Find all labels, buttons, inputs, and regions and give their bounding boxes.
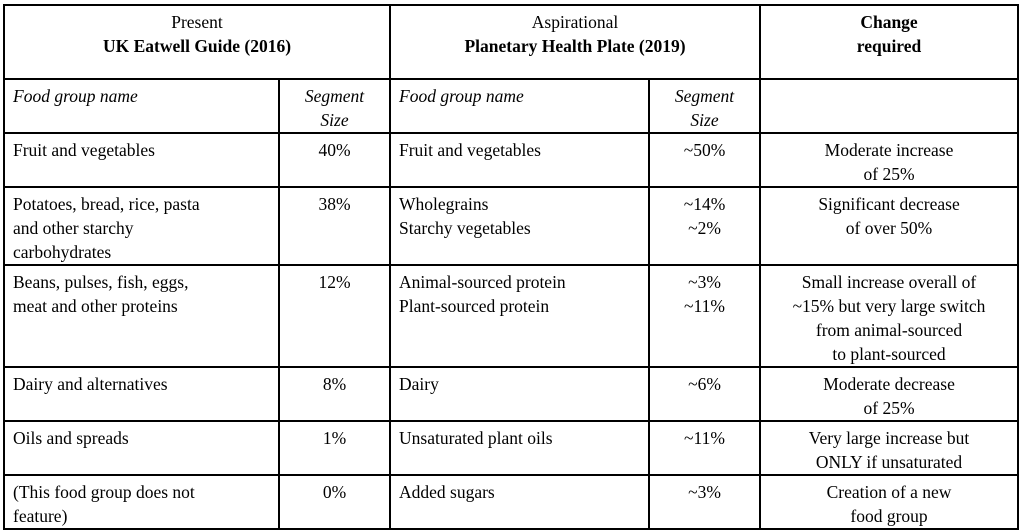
- cell-line: meat and other proteins: [13, 296, 178, 316]
- cell-line: ~3%: [688, 482, 721, 502]
- cell-line: ~6%: [688, 374, 721, 394]
- present-food-group-cell: (This food group does not feature): [3, 474, 280, 530]
- aspirational-header: Aspirational Planetary Health Plate (201…: [388, 4, 762, 80]
- present-header: Present UK Eatwell Guide (2016): [3, 4, 391, 80]
- plate-food-group-cell: Wholegrains Starchy vegetables: [389, 186, 650, 266]
- present-segment-size-cell: 0%: [278, 474, 391, 530]
- cell-line: Moderate increase: [824, 140, 954, 160]
- change-required-cell: Very large increase but ONLY if unsaturat…: [759, 420, 1019, 476]
- cell-line: carbohydrates: [13, 242, 112, 262]
- cell-line: from animal-sourced: [815, 320, 963, 340]
- segment-size-line: Size: [320, 110, 349, 130]
- cell-line: Fruit and vegetables: [399, 140, 541, 160]
- cell-line: Fruit and vegetables: [13, 140, 155, 160]
- cell-line: food group: [850, 506, 928, 526]
- plate-segment-size-cell: ~50%: [647, 132, 762, 188]
- plate-segment-size-header: Segment Size: [647, 78, 762, 134]
- cell-line: Dairy: [399, 374, 439, 394]
- change-subheader-empty: [759, 78, 1019, 134]
- cell-line: Beans, pulses, fish, eggs,: [13, 272, 189, 292]
- cell-line: Significant decrease: [818, 194, 960, 214]
- present-food-group-cell: Beans, pulses, fish, eggs, meat and other…: [3, 264, 280, 368]
- cell-line: Oils and spreads: [13, 428, 129, 448]
- cell-line: Creation of a new: [826, 482, 952, 502]
- cell-line: ONLY if unsaturated: [815, 452, 963, 472]
- change-required-cell: Significant decrease of over 50%: [759, 186, 1019, 266]
- cell-line: ~50%: [683, 140, 726, 160]
- present-segment-size-cell: 1%: [278, 420, 391, 476]
- table-row: (This food group does not feature) 0% Added…: [3, 474, 1019, 530]
- cell-line: Animal-sourced protein: [399, 272, 566, 292]
- cell-line: ~14%: [683, 194, 726, 214]
- plate-food-group-cell: Fruit and vegetables: [389, 132, 650, 188]
- present-food-group-cell: Fruit and vegetables: [3, 132, 280, 188]
- table-row: Beans, pulses, fish, eggs, meat and other…: [3, 264, 1019, 368]
- present-food-group-cell: Potatoes, bread, rice, pasta and other st…: [3, 186, 280, 266]
- cell-line: of 25%: [863, 164, 915, 184]
- change-required-cell: Creation of a new food group: [759, 474, 1019, 530]
- change-required-cell: Small increase overall of ~15% but very l…: [759, 264, 1019, 368]
- cell-line: ~11%: [684, 296, 725, 316]
- cell-line: Very large increase but: [808, 428, 970, 448]
- plate-food-group-cell: Added sugars: [389, 474, 650, 530]
- plate-food-group-cell: Unsaturated plant oils: [389, 420, 650, 476]
- cell-line: ~3%: [688, 272, 721, 292]
- present-food-group-cell: Dairy and alternatives: [3, 366, 280, 422]
- segment-size-line: Size: [690, 110, 719, 130]
- cell-line: (This food group does not: [13, 482, 195, 502]
- present-segment-size-cell: 12%: [278, 264, 391, 368]
- plate-segment-size-cell: ~6%: [647, 366, 762, 422]
- change-header-line: Change: [860, 12, 918, 32]
- present-segment-size-cell: 8%: [278, 366, 391, 422]
- cell-line: to plant-sourced: [832, 344, 946, 364]
- cell-line: Small increase overall of: [801, 272, 977, 292]
- subheader-row: Food group name Segment Size Food group …: [3, 78, 1019, 134]
- table-body: Fruit and vegetables 40% Fruit and vegetab…: [3, 132, 1019, 530]
- plate-segment-size-cell: ~14% ~2%: [647, 186, 762, 266]
- change-header: Change required: [759, 4, 1019, 80]
- plate-food-group-cell: Animal-sourced protein Plant-sourced prot…: [389, 264, 650, 368]
- plate-food-group-name-header: Food group name: [389, 78, 650, 134]
- present-segment-size-header: Segment Size: [278, 78, 391, 134]
- change-header-line: required: [856, 36, 922, 56]
- cell-line: Wholegrains: [399, 194, 489, 214]
- plate-segment-size-cell: ~3%: [647, 474, 762, 530]
- cell-line: of over 50%: [845, 218, 933, 238]
- cell-line: ~2%: [688, 218, 721, 238]
- header-row: Present UK Eatwell Guide (2016) Aspirati…: [3, 4, 1019, 80]
- plate-segment-size-cell: ~11%: [647, 420, 762, 476]
- present-segment-size-cell: 40%: [278, 132, 391, 188]
- aspirational-title: Planetary Health Plate (2019): [464, 36, 686, 56]
- cell-line: and other starchy: [13, 218, 134, 238]
- present-food-group-name-header: Food group name: [3, 78, 280, 134]
- cell-line: of 25%: [863, 398, 915, 418]
- plate-food-group-cell: Dairy: [389, 366, 650, 422]
- cell-line: Unsaturated plant oils: [399, 428, 553, 448]
- present-label: Present: [171, 12, 223, 32]
- cell-line: ~15% but very large switch: [792, 296, 986, 316]
- change-required-cell: Moderate increase of 25%: [759, 132, 1019, 188]
- present-segment-size-cell: 38%: [278, 186, 391, 266]
- cell-line: Starchy vegetables: [399, 218, 531, 238]
- segment-size-line: Segment: [304, 86, 365, 106]
- cell-line: Dairy and alternatives: [13, 374, 168, 394]
- cell-line: Moderate decrease: [823, 374, 955, 394]
- change-required-cell: Moderate decrease of 25%: [759, 366, 1019, 422]
- plate-segment-size-cell: ~3% ~11%: [647, 264, 762, 368]
- cell-line: Potatoes, bread, rice, pasta: [13, 194, 200, 214]
- cell-line: feature): [13, 506, 68, 526]
- cell-line: Added sugars: [399, 482, 495, 502]
- table-row: Oils and spreads 1% Unsaturated plant oils…: [3, 420, 1019, 476]
- present-title: UK Eatwell Guide (2016): [102, 36, 292, 56]
- cell-line: ~11%: [684, 428, 725, 448]
- cell-line: Plant-sourced protein: [399, 296, 550, 316]
- segment-size-line: Segment: [674, 86, 735, 106]
- table-row: Fruit and vegetables 40% Fruit and vegetab…: [3, 132, 1019, 188]
- present-food-group-cell: Oils and spreads: [3, 420, 280, 476]
- table-row: Dairy and alternatives 8% Dairy ~6% Moderate…: [3, 366, 1019, 422]
- aspirational-label: Aspirational: [531, 12, 619, 32]
- table-row: Potatoes, bread, rice, pasta and other st…: [3, 186, 1019, 266]
- food-group-comparison-table: Present UK Eatwell Guide (2016) Aspirati…: [3, 4, 1019, 530]
